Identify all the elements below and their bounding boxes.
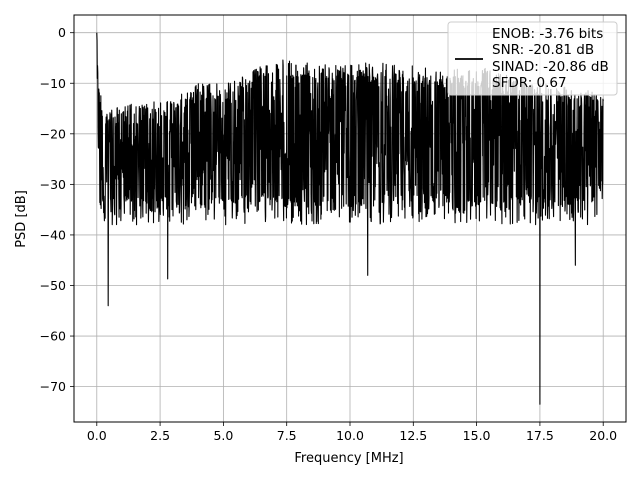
legend-snr: SNR: -20.81 dB xyxy=(492,42,594,58)
y-tick-label: −60 xyxy=(40,329,66,344)
x-tick-label: 0.0 xyxy=(87,428,107,443)
y-axis-label: PSD [dB] xyxy=(14,190,29,248)
y-tick-label: −20 xyxy=(40,126,66,141)
legend-box xyxy=(447,21,618,96)
y-tick-label: −10 xyxy=(40,76,66,91)
y-tick-label: −50 xyxy=(40,278,66,293)
legend-sinad: SINAD: -20.86 dB xyxy=(492,59,609,75)
x-tick-label: 5.0 xyxy=(213,428,233,443)
legend: ENOB: -3.76 bits SNR: -20.81 dB SINAD: -… xyxy=(447,21,618,96)
x-tick-label: 2.5 xyxy=(150,428,170,443)
y-tick-label: −40 xyxy=(40,227,66,242)
psd-series-layer xyxy=(96,32,604,405)
x-tick-label: 17.5 xyxy=(526,428,554,443)
y-tick-label: −30 xyxy=(40,177,66,192)
y-tick-label: 0 xyxy=(58,25,66,40)
y-tick-label: −70 xyxy=(40,379,66,394)
x-tick-label: 12.5 xyxy=(399,428,427,443)
x-axis-ticks: 0.0 2.5 5.0 7.5 10.0 12.5 15.0 17.5 20.0 xyxy=(87,422,617,443)
x-axis-label: Frequency [MHz] xyxy=(294,451,403,466)
x-tick-label: 7.5 xyxy=(277,428,297,443)
legend-enob: ENOB: -3.76 bits xyxy=(492,26,603,42)
x-tick-label: 20.0 xyxy=(589,428,617,443)
x-tick-label: 15.0 xyxy=(463,428,491,443)
y-axis-ticks: 0 −10 −20 −30 −40 −50 −60 −70 xyxy=(40,25,74,394)
legend-sfdr: SFDR: 0.67 xyxy=(492,75,567,91)
psd-series-line xyxy=(96,32,604,405)
x-tick-label: 10.0 xyxy=(336,428,364,443)
